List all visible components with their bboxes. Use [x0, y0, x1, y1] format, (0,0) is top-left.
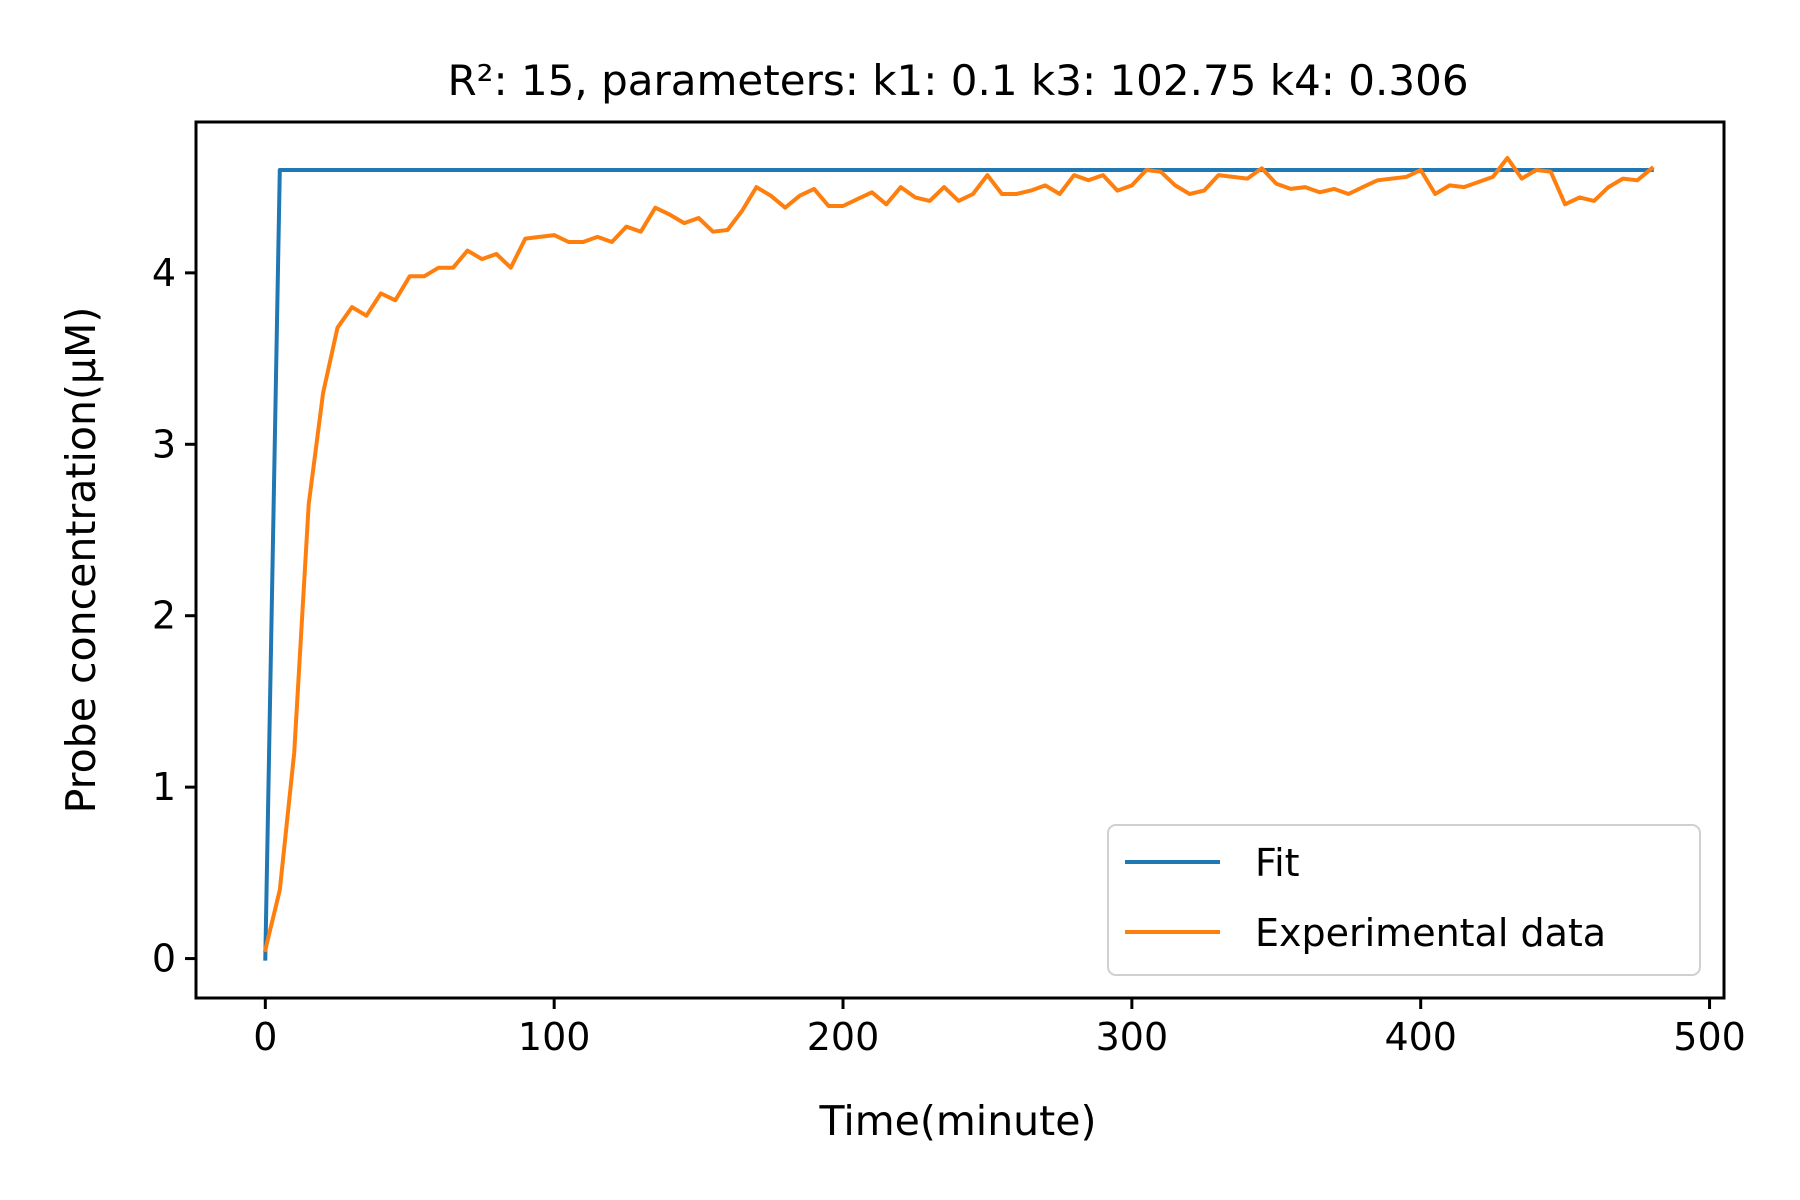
x-tick-label: 100	[518, 1015, 591, 1059]
y-tick-label: 0	[152, 937, 176, 981]
series-line-experimental-data	[262, 156, 1655, 953]
y-tick-label: 4	[152, 251, 176, 295]
x-axis: 0 100 200 300 400 500	[253, 998, 1746, 1059]
legend-box	[1107, 824, 1701, 976]
legend: Fit Experimental data	[1107, 824, 1701, 976]
x-axis-label: Time(minute)	[819, 1097, 1097, 1145]
plot-area	[262, 156, 1655, 961]
y-tick-label: 2	[152, 594, 176, 638]
y-axis: 0 1 2 3 4	[152, 251, 196, 981]
chart-title: R²: 15, parameters: k1: 0.1 k3: 102.75 k…	[447, 56, 1468, 105]
x-tick-label: 300	[1096, 1015, 1169, 1059]
x-tick-label: 200	[807, 1015, 880, 1059]
series-line-fit	[263, 168, 1654, 961]
y-tick-label: 1	[152, 765, 176, 809]
x-tick-label: 400	[1384, 1015, 1457, 1059]
y-axis-label: Probe concentration(μM)	[57, 307, 105, 814]
legend-label-experimental-data: Experimental data	[1255, 911, 1606, 955]
legend-label-fit: Fit	[1255, 841, 1300, 885]
plot-frame	[194, 120, 1726, 1000]
y-tick-label: 3	[152, 422, 176, 466]
x-tick-label: 500	[1673, 1015, 1746, 1059]
x-tick-label: 0	[253, 1015, 277, 1059]
